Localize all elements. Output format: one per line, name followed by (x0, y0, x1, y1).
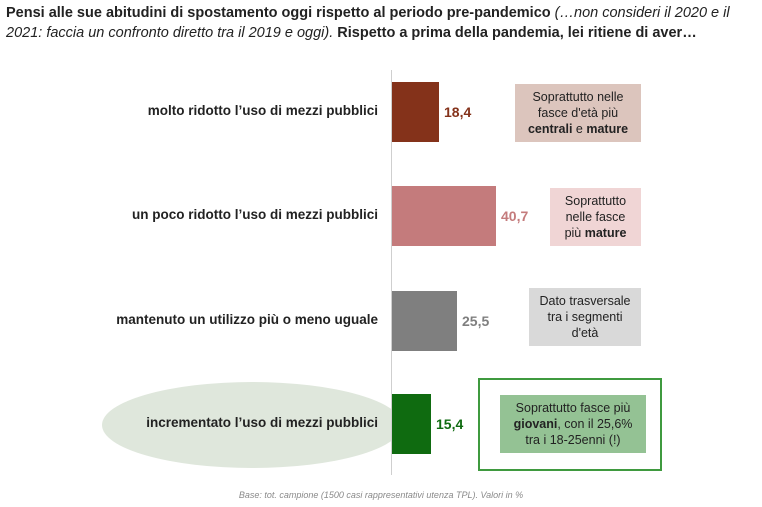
chart-title: Pensi alle sue abitudini di spostamento … (6, 3, 758, 43)
annotation-line: Dato trasversale (539, 293, 630, 309)
annotation-text: d'età (571, 326, 599, 340)
annotation-text: nelle fasce (565, 210, 626, 224)
highlight-ellipse (102, 382, 402, 468)
annotation-text: mature (586, 122, 629, 136)
highlight-note-frame (478, 378, 662, 471)
annotation-text: fasce d'età più (537, 106, 619, 120)
title-question: Rispetto a prima della pandemia, lei rit… (337, 25, 697, 41)
category-label: incrementato l’uso di mezzi pubblici (146, 415, 378, 430)
annotation-text: Soprattutto (564, 194, 627, 208)
annotation-line: tra i 18-25enni (!) (514, 432, 633, 448)
annotation-line: Soprattutto fasce più (514, 400, 633, 416)
annotation-line: tra i segmenti (539, 309, 630, 325)
annotation-text: centrali (527, 122, 573, 136)
annotation-text: tra i segmenti (547, 310, 623, 324)
annotation-line: fasce d'età più (528, 105, 628, 121)
bar (392, 82, 439, 142)
annotation-box: Soprattutto fasce più giovani, con il 25,… (500, 395, 646, 453)
category-label: mantenuto un utilizzo più o meno uguale (116, 312, 378, 327)
annotation-text: Soprattutto nelle (532, 90, 624, 104)
data-label: 40,7 (501, 208, 529, 224)
annotation-line: centrali e mature (528, 121, 628, 137)
annotation-text: , con il 25,6% (557, 417, 633, 431)
annotation-line: giovani, con il 25,6% (514, 416, 633, 432)
bar (392, 291, 457, 351)
data-label: 25,5 (462, 313, 490, 329)
annotation-line: Soprattutto nelle (528, 89, 628, 105)
annotation-text: Dato trasversale (539, 294, 631, 308)
category-label: molto ridotto l’uso di mezzi pubblici (147, 103, 378, 118)
data-label: 18,4 (444, 104, 472, 120)
annotation-text: mature (584, 226, 627, 240)
category-axis (391, 70, 392, 475)
annotation-line: più mature (565, 225, 627, 241)
bar (392, 186, 496, 246)
annotation-box: Dato trasversale tra i segmenti d'età (529, 288, 641, 346)
annotation-text: tra i 18-25enni (!) (525, 433, 621, 447)
category-label: un poco ridotto l’uso di mezzi pubblici (132, 207, 378, 222)
data-label: 15,4 (436, 416, 464, 432)
annotation-line: Soprattutto (565, 193, 627, 209)
annotation-text: e (572, 122, 587, 136)
annotation-text: Soprattutto fasce più (515, 401, 631, 415)
annotation-line: d'età (539, 325, 630, 341)
annotation-line: nelle fasce (565, 209, 627, 225)
footnote: Base: tot. campione (1500 casi rappresen… (238, 490, 524, 500)
annotation-text: giovani (513, 417, 558, 431)
annotation-text: più (564, 226, 585, 240)
annotation-box: Soprattutto nelle fasce più mature (550, 188, 641, 246)
title-main: Pensi alle sue abitudini di spostamento … (6, 5, 551, 21)
annotation-box: Soprattutto nelle fasce d'età più centrali… (515, 84, 641, 142)
bar (392, 394, 431, 454)
title-italic-note: (…non consideri il 2020 e il 2021: facci… (6, 5, 730, 41)
